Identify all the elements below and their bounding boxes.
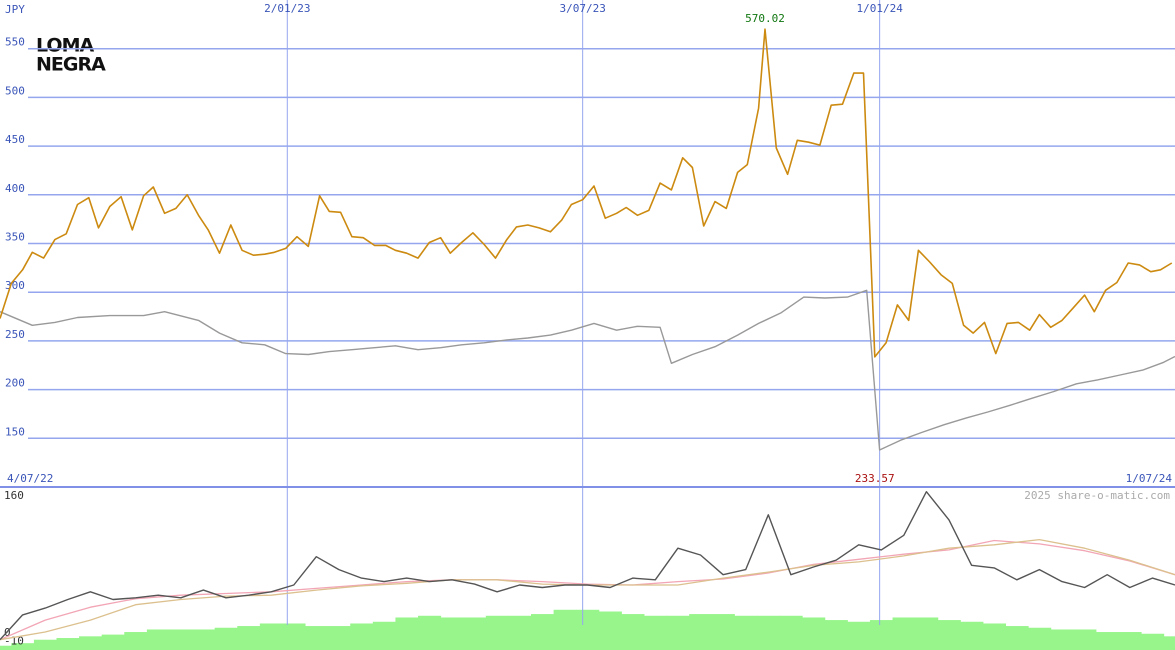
volume-bar [711, 614, 735, 650]
volume-bar [531, 614, 555, 650]
volume-bar [146, 629, 170, 650]
annotation: 233.57 [855, 472, 895, 485]
volume-bar [1118, 632, 1142, 650]
volume-bar [1005, 626, 1029, 650]
volume-bar [101, 634, 125, 650]
volume-bar [56, 638, 80, 650]
volume-bar [598, 611, 622, 650]
volume-bar [11, 643, 35, 650]
y-tick-label: 400 [5, 182, 25, 195]
volume-bar [33, 639, 57, 650]
volume-bar [282, 623, 306, 650]
logo-line: NEGRA [36, 54, 106, 76]
volume-bar [1163, 636, 1175, 650]
volume-bar [395, 617, 419, 650]
volume-bar [327, 626, 351, 650]
volume-bar [734, 615, 758, 650]
y-axis-label: JPY [5, 3, 25, 16]
volume-bar [1095, 632, 1120, 650]
volume-bar [192, 629, 216, 650]
volume-bar [440, 617, 464, 650]
y-tick-label: 160 [4, 489, 24, 502]
volume-bar [463, 617, 487, 650]
y-tick-label: 350 [5, 231, 25, 244]
y-tick-label: 500 [5, 84, 25, 97]
y-tick-label: 300 [5, 279, 25, 292]
watermark: 2025 share-o-matic.com [1024, 489, 1170, 502]
volume-bar [689, 614, 713, 650]
logo-line: LOMA [36, 35, 94, 57]
y-tick-label: 450 [5, 133, 25, 146]
line-series [0, 28, 1173, 358]
volume-bar [79, 636, 103, 650]
volume-bar [372, 621, 396, 650]
volume-bar [1073, 629, 1097, 650]
volume-bar [869, 620, 894, 650]
volume-bar [666, 615, 690, 650]
y-tick-label: 150 [5, 425, 25, 438]
volume-bar [553, 609, 577, 650]
volume-bar [802, 617, 826, 650]
volume-bar [1050, 629, 1074, 650]
y-tick-label: 550 [5, 36, 25, 49]
volume-bar [824, 620, 848, 650]
volume-bar [259, 623, 283, 650]
volume-bar [892, 617, 916, 650]
x-tick-label: 4/07/22 [7, 472, 53, 485]
volume-bar [214, 627, 238, 650]
line-series [0, 539, 1175, 641]
volume-bar [576, 609, 600, 650]
volume-bar [621, 614, 645, 650]
volume-bar [847, 621, 871, 650]
line-series [0, 491, 1175, 641]
annotation: 570.02 [745, 12, 785, 25]
volume-bar [643, 615, 668, 650]
volume-bar [485, 615, 509, 650]
volume-bar [124, 632, 148, 650]
volume-bar [779, 615, 803, 650]
volume-bar [418, 615, 442, 650]
volume-bar [982, 623, 1007, 650]
line-series [0, 289, 1175, 451]
x-tick-label: 1/01/24 [856, 2, 903, 15]
x-tick-label: 3/07/23 [559, 2, 605, 15]
volume-bar [237, 626, 261, 650]
volume-bar [305, 626, 329, 650]
volume-bar [756, 615, 781, 650]
volume-bar [1028, 627, 1052, 650]
volume-bar [915, 617, 939, 650]
y-tick-label: 200 [5, 377, 25, 390]
volume-bar [169, 629, 193, 650]
x-tick-label: 1/07/24 [1126, 472, 1173, 485]
y-tick-label: 250 [5, 328, 25, 341]
volume-bar [1141, 633, 1165, 650]
volume-bar [350, 623, 374, 650]
x-tick-label: 2/01/23 [264, 2, 310, 15]
volume-bar [937, 620, 961, 650]
volume-bar [0, 645, 12, 650]
volume-bar [508, 615, 532, 650]
volume-bar [960, 621, 984, 650]
